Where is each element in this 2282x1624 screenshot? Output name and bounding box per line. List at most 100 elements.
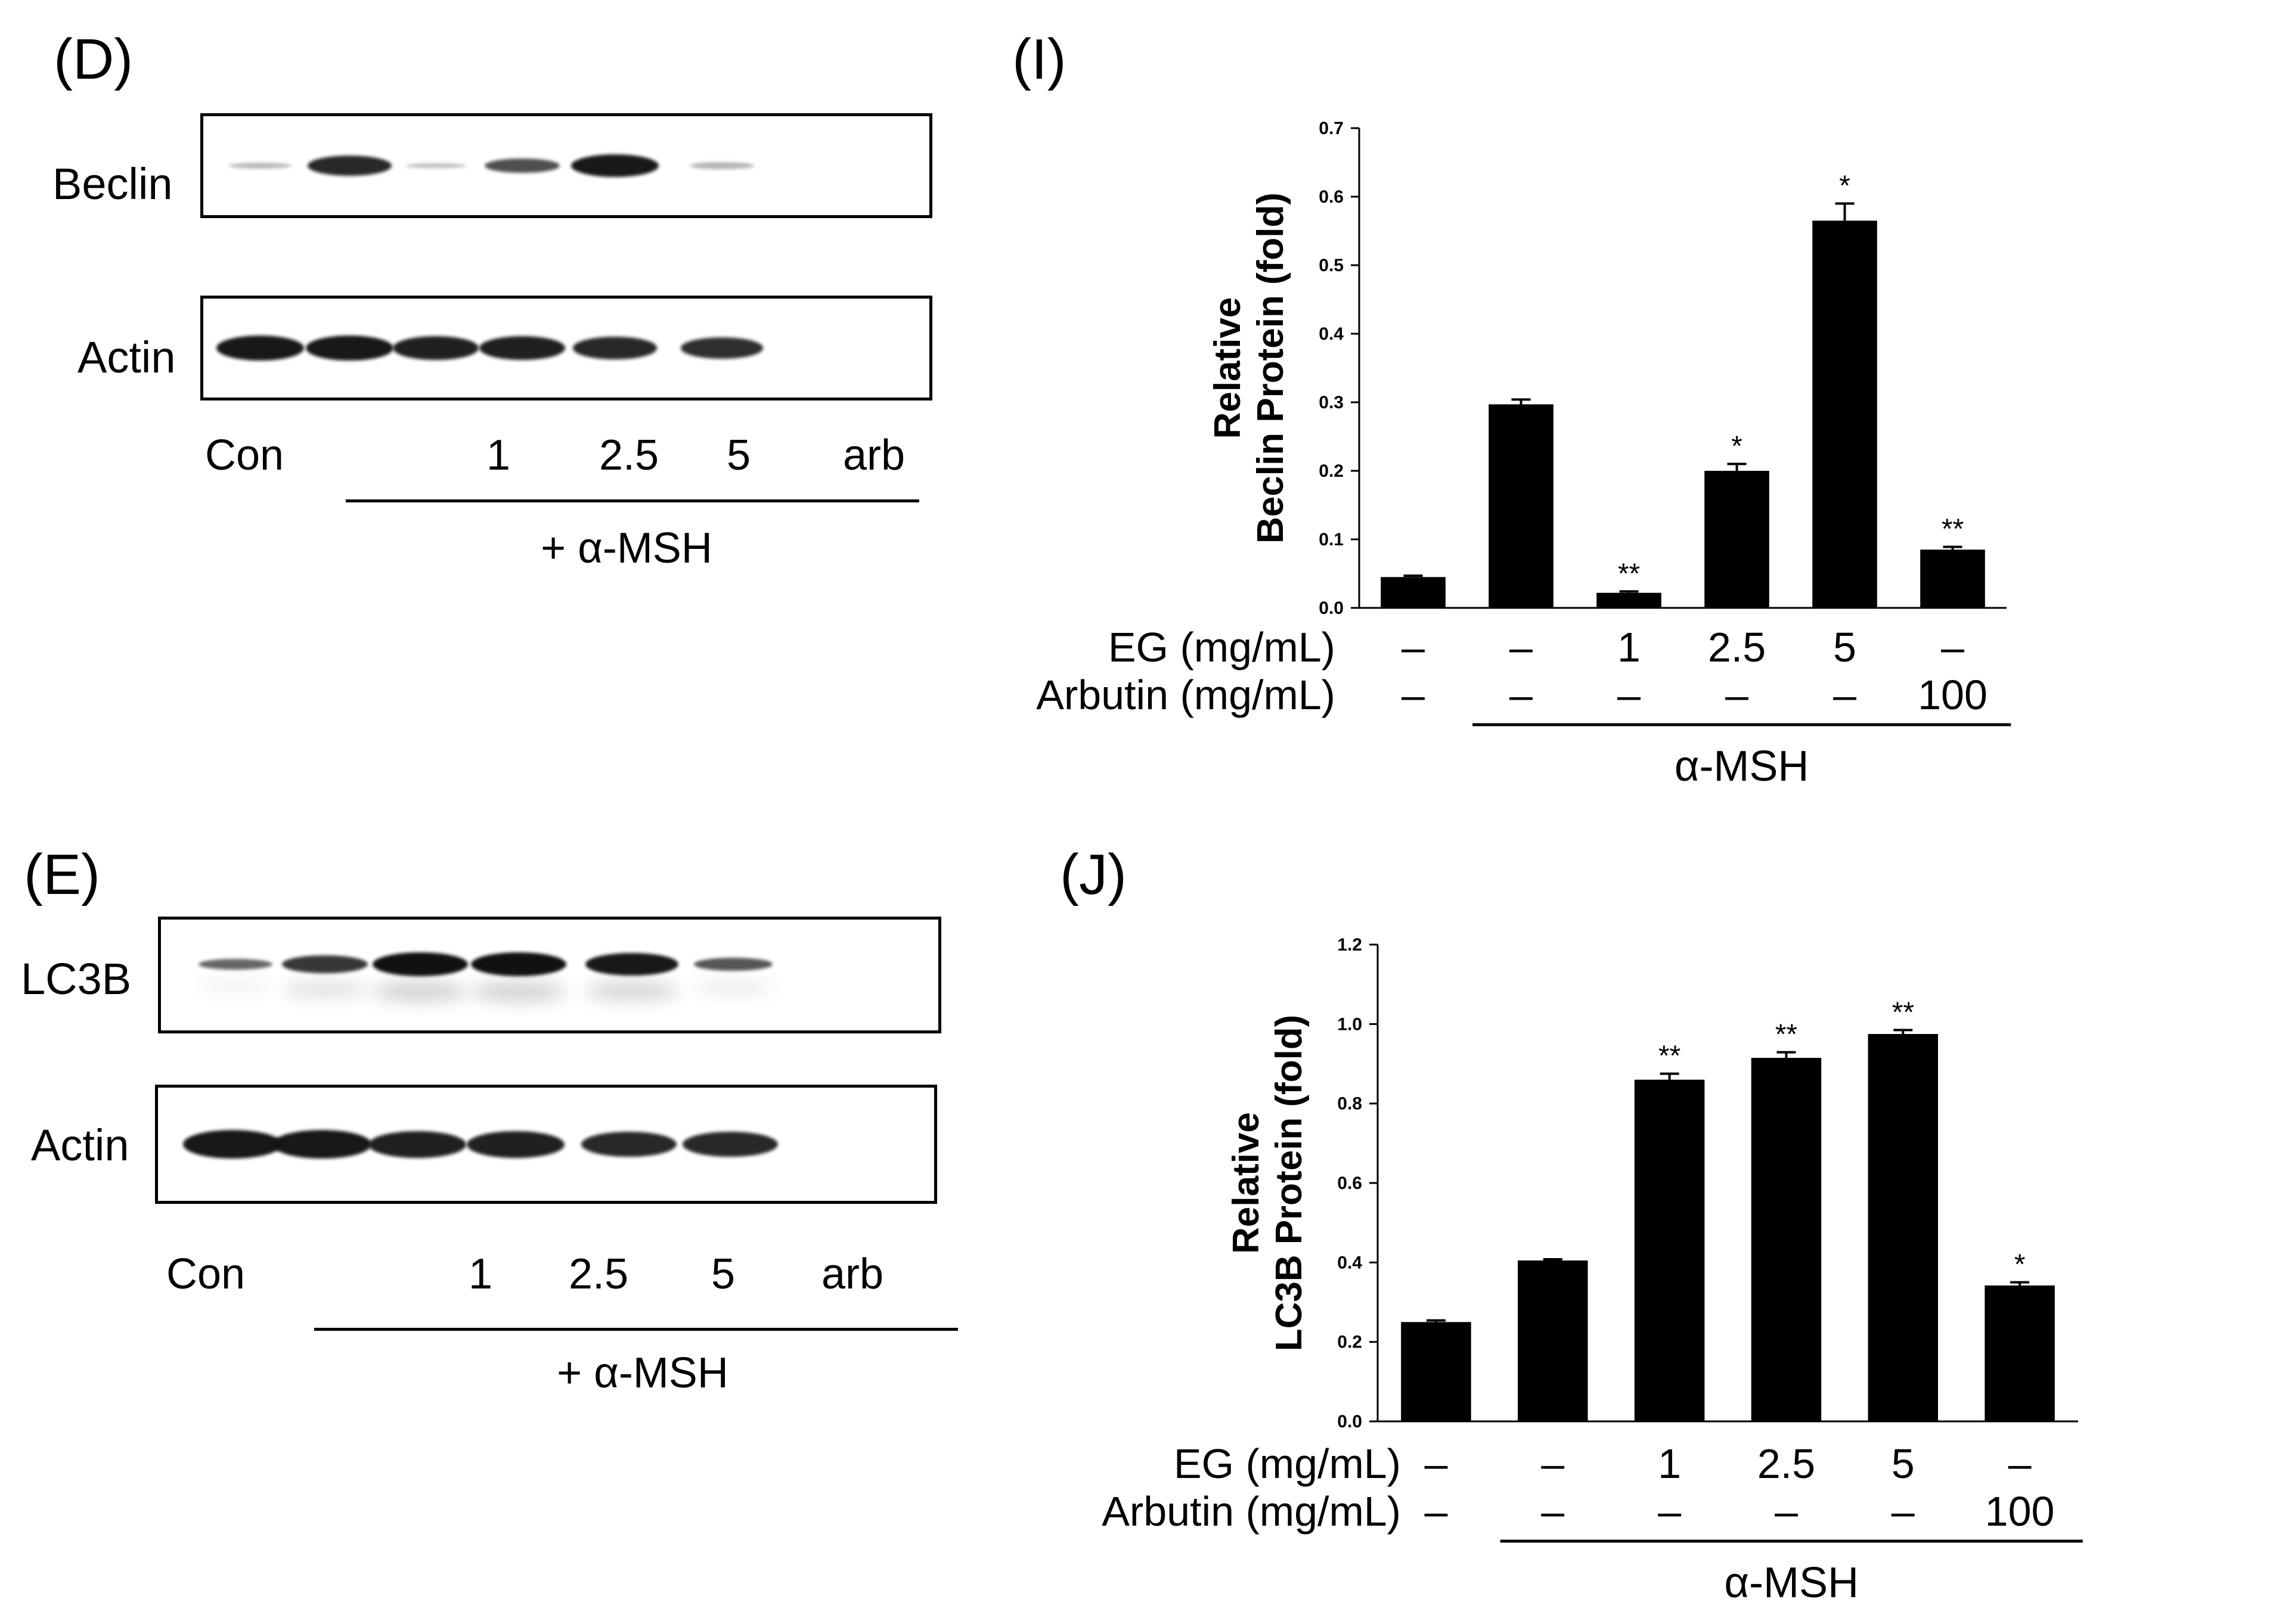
- treatment-label-d: + α-MSH: [541, 524, 712, 572]
- eg-value: 5: [1833, 624, 1856, 670]
- y-tick-label: 0.0: [1337, 1412, 1362, 1432]
- bar: [1751, 1058, 1822, 1421]
- blot-band: [683, 1131, 778, 1157]
- blot-band-smear: [585, 982, 679, 1001]
- arbutin-value: –: [1833, 672, 1856, 718]
- blot-band: [198, 959, 273, 970]
- eg-value: 1: [1617, 624, 1641, 670]
- y-tick-label: 0.3: [1319, 393, 1344, 412]
- blot-band: [182, 1130, 283, 1159]
- blot-label-beclin: Beclin: [52, 159, 173, 209]
- lane-label: 1: [468, 1250, 493, 1298]
- lane-label: 2.5: [599, 431, 659, 479]
- blot-band: [307, 156, 392, 176]
- y-tick-label: 0.5: [1319, 256, 1344, 275]
- blot-band: [373, 952, 468, 976]
- group-label: α-MSH: [1675, 743, 1809, 790]
- lane-label: Con: [166, 1250, 246, 1298]
- blot-band: [368, 1131, 466, 1158]
- arbutin-value: 100: [1918, 672, 1988, 718]
- arbutin-value: –: [1509, 672, 1533, 718]
- y-axis-label: Relative: [1226, 1112, 1267, 1254]
- y-tick-label: 0.6: [1337, 1173, 1362, 1193]
- arbutin-value: –: [1725, 672, 1748, 718]
- blot-band-smear: [282, 982, 368, 996]
- bar: [1518, 1260, 1588, 1421]
- eg-value: 1: [1658, 1440, 1681, 1487]
- eg-value: –: [1424, 1440, 1447, 1487]
- y-axis-label: LC3B Protein (fold): [1269, 1015, 1310, 1352]
- bar: [1985, 1285, 2055, 1421]
- significance-mark: **: [1775, 1019, 1797, 1051]
- y-tick-label: 0.8: [1337, 1094, 1362, 1114]
- blot-band: [272, 1130, 372, 1159]
- arbutin-value: –: [1541, 1488, 1564, 1535]
- blot-band: [228, 163, 292, 169]
- blot-band: [572, 337, 657, 359]
- blot-band: [570, 154, 659, 177]
- bar: [1381, 577, 1446, 608]
- lane-label: arb: [842, 431, 906, 479]
- panel-label-e: (E): [24, 843, 100, 906]
- blot-band: [479, 336, 565, 360]
- blot-band-smear: [373, 982, 468, 1001]
- y-axis-label: Beclin Protein (fold): [1250, 192, 1291, 544]
- treatment-line-e: [314, 1328, 958, 1331]
- lane-label: 2.5: [568, 1250, 629, 1298]
- significance-mark: **: [1892, 996, 1914, 1028]
- eg-value: 5: [1892, 1440, 1915, 1487]
- lane-label: 5: [726, 431, 751, 479]
- eg-value: –: [1509, 624, 1533, 670]
- significance-mark: *: [1731, 431, 1742, 462]
- blot-band: [467, 1131, 565, 1158]
- y-tick-label: 0.2: [1319, 461, 1344, 481]
- blot-label-actin-e: Actin: [31, 1120, 129, 1170]
- eg-value: 2.5: [1757, 1440, 1815, 1487]
- eg-value: –: [2008, 1440, 2032, 1487]
- arbutin-value: –: [1424, 1488, 1447, 1535]
- blot-band: [393, 336, 479, 360]
- arbutin-value: –: [1892, 1488, 1915, 1535]
- lane-label: 1: [486, 431, 511, 479]
- treatment-label-e: + α-MSH: [557, 1349, 728, 1397]
- arbutin-value: 100: [1985, 1488, 2055, 1535]
- blot-band: [690, 162, 754, 169]
- significance-mark: *: [1839, 170, 1850, 202]
- blot-label-actin-d: Actin: [77, 333, 176, 382]
- row-label-eg: EG (mg/mL): [1108, 624, 1335, 670]
- lane-label: Con: [204, 431, 284, 479]
- treatment-line-d: [346, 499, 919, 502]
- eg-value: 2.5: [1708, 624, 1766, 670]
- bar: [1920, 549, 1985, 608]
- panel-label-d: (D): [54, 27, 134, 91]
- panel-label-j: (J): [1060, 843, 1127, 906]
- blot-band: [581, 1131, 677, 1157]
- lane-label: arb: [821, 1250, 884, 1298]
- chart-beclin: 0.0 0.1 0.2 0.3 0.4 0.5 0.6 0.7 Relative Beclin P…: [1036, 119, 2011, 790]
- bar: [1596, 592, 1661, 608]
- blot-band-smear: [198, 982, 273, 991]
- chart-lc3b: 0.0 0.2 0.4 0.6 0.8 1.0 1.2 Relative LC3B Protei…: [1102, 935, 2083, 1607]
- western-blot-beclin: [200, 113, 932, 218]
- blot-band: [471, 952, 566, 976]
- row-label-arbutin: Arbutin (mg/mL): [1036, 672, 1335, 718]
- blot-band: [305, 336, 393, 361]
- bar: [1812, 221, 1877, 608]
- bar: [1634, 1079, 1705, 1421]
- blot-band: [681, 337, 763, 359]
- arbutin-value: –: [1617, 672, 1641, 718]
- y-axis-label: Relative: [1207, 297, 1248, 439]
- significance-mark: **: [1942, 514, 1964, 545]
- western-blot-actin-e: [155, 1085, 937, 1204]
- y-tick-label: 1.2: [1337, 935, 1362, 955]
- blot-band: [405, 163, 466, 168]
- significance-mark: **: [1618, 558, 1640, 589]
- blot-band: [216, 336, 304, 361]
- y-tick-label: 0.4: [1337, 1253, 1362, 1272]
- panel-label-i: (I): [1012, 27, 1066, 91]
- significance-mark: **: [1658, 1041, 1681, 1072]
- row-label-arbutin: Arbutin (mg/mL): [1102, 1488, 1401, 1535]
- blot-band-smear: [694, 982, 773, 993]
- blot-band-smear: [471, 982, 566, 1001]
- eg-value: –: [1941, 624, 1964, 670]
